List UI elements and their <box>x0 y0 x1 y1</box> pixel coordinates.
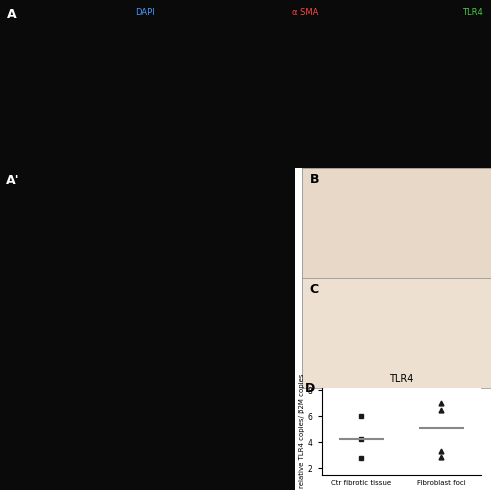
Text: α SMA: α SMA <box>293 8 319 18</box>
Title: TLR4: TLR4 <box>389 374 413 384</box>
Text: A': A' <box>6 174 20 187</box>
Text: C: C <box>309 283 319 296</box>
Text: TLR4: TLR4 <box>462 8 483 18</box>
Text: D: D <box>304 382 315 396</box>
Y-axis label: relative TLR4 copies/ β2M copies: relative TLR4 copies/ β2M copies <box>299 374 305 488</box>
Text: A: A <box>6 8 16 22</box>
Text: DAPI: DAPI <box>136 8 155 18</box>
Text: B: B <box>309 173 319 186</box>
